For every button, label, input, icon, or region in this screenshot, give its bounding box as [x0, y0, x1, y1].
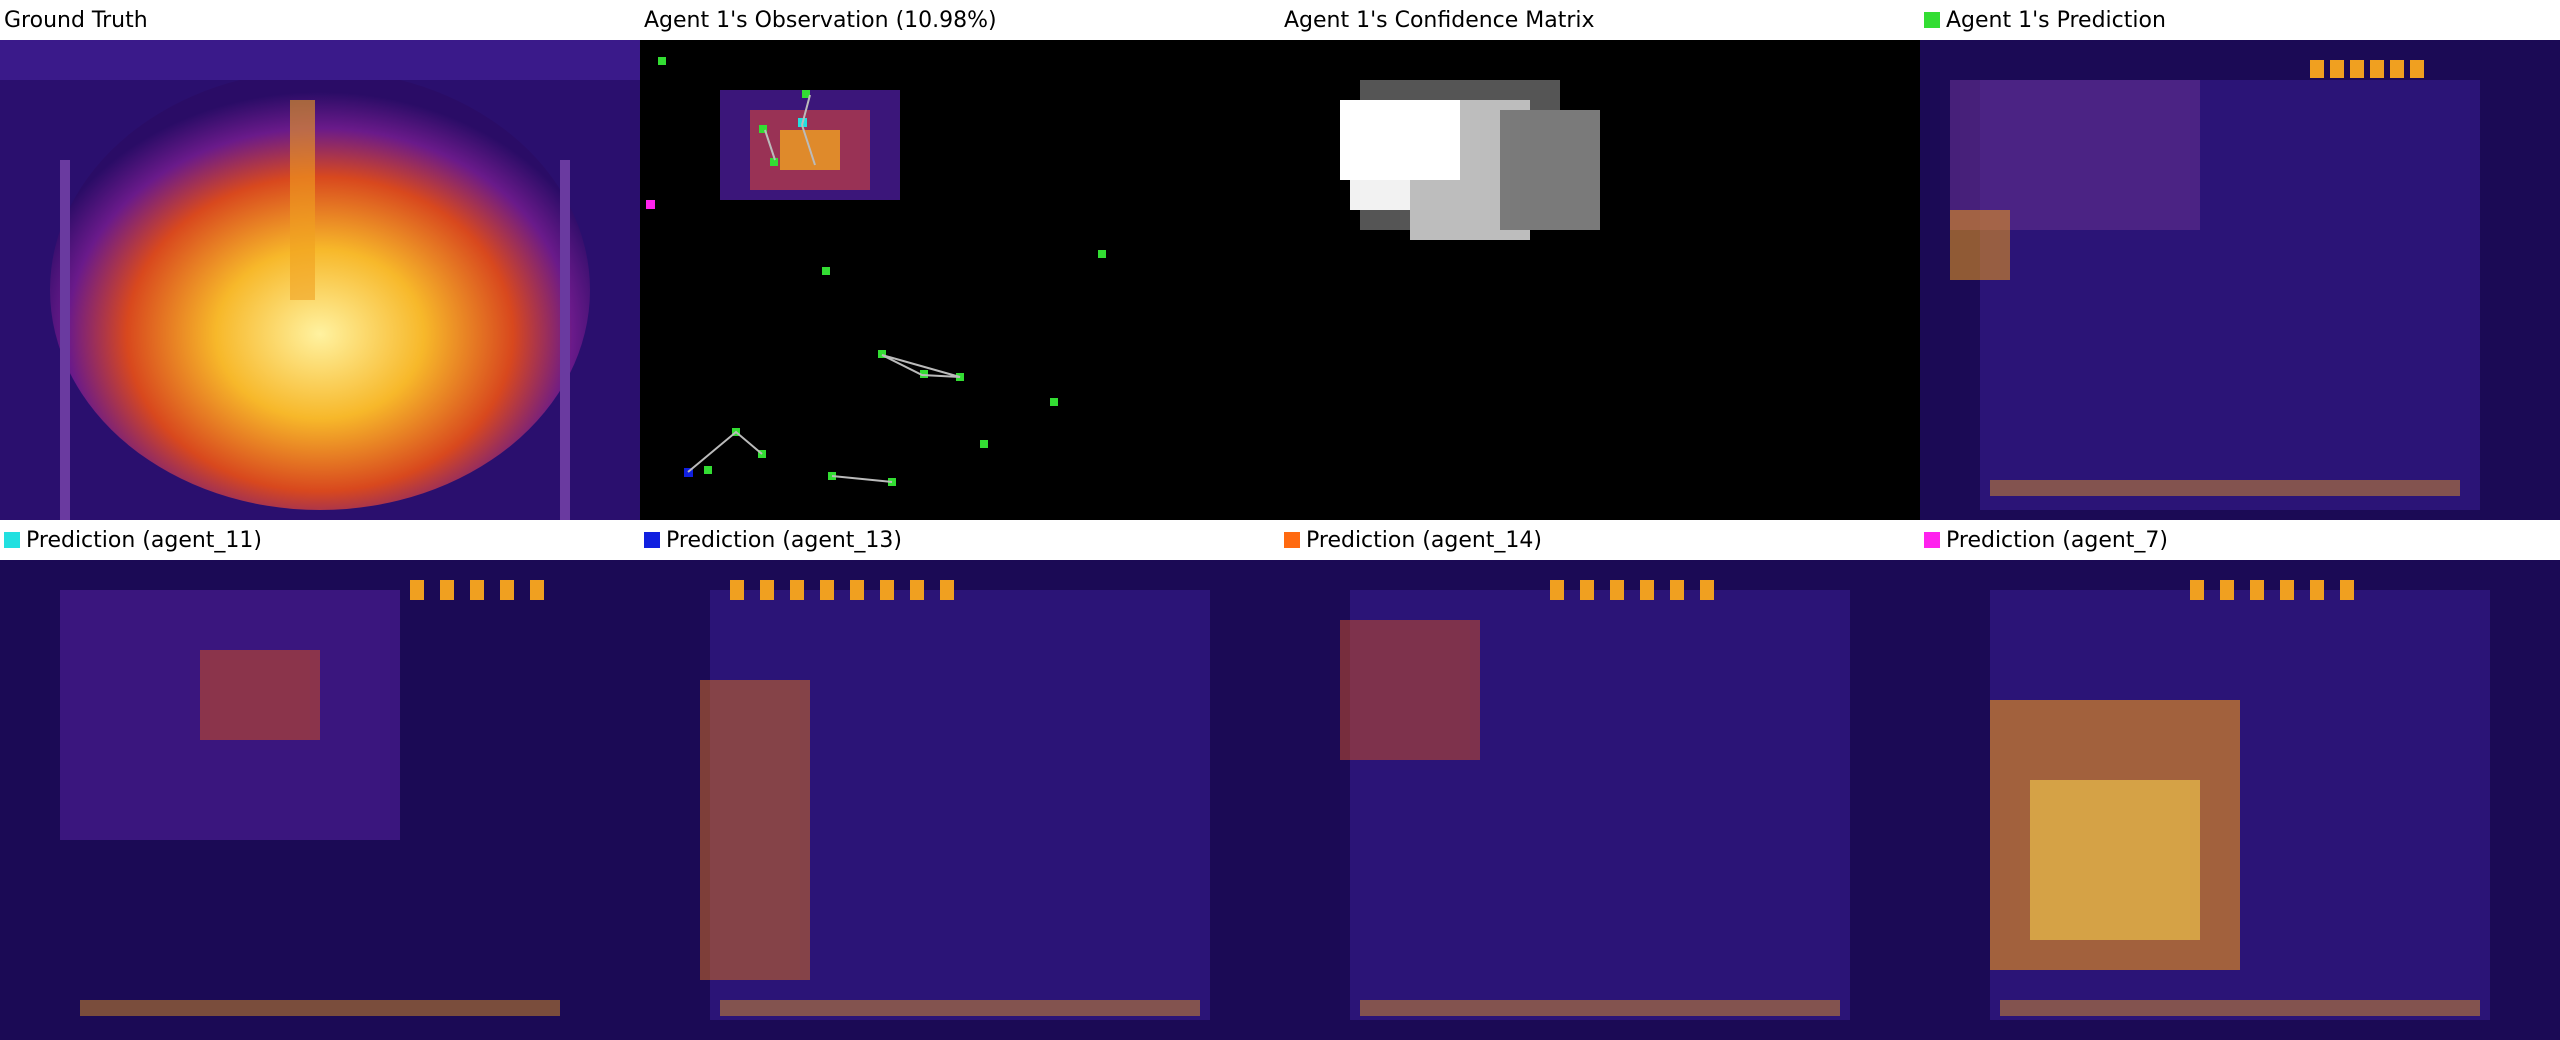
panel-title-text: Agent 1's Prediction	[1946, 7, 2166, 33]
panel-agent1-prediction: Agent 1's Prediction	[1920, 0, 2560, 520]
panel-ground-truth: Ground Truth	[0, 0, 640, 520]
panel-title-text: Ground Truth	[4, 7, 148, 33]
panel-title: Prediction (agent_7)	[1920, 520, 2560, 560]
panel-title-text: Prediction (agent_13)	[666, 527, 902, 553]
legend-swatch	[1284, 532, 1300, 548]
legend-swatch	[1924, 12, 1940, 28]
panel-title: Agent 1's Prediction	[1920, 0, 2560, 40]
panel-title: Agent 1's Confidence Matrix	[1280, 0, 1920, 40]
legend-swatch	[644, 532, 660, 548]
panel-observation: Agent 1's Observation (10.98%)	[640, 0, 1280, 520]
panel-title: Prediction (agent_14)	[1280, 520, 1920, 560]
panel-title: Agent 1's Observation (10.98%)	[640, 0, 1280, 40]
panel-confidence: Agent 1's Confidence Matrix	[1280, 0, 1920, 520]
legend-swatch	[4, 532, 20, 548]
panel-title: Ground Truth	[0, 0, 640, 40]
panel-title-text: Prediction (agent_7)	[1946, 527, 2168, 553]
panel-title: Prediction (agent_13)	[640, 520, 1280, 560]
prediction-image	[1280, 560, 1920, 1040]
legend-swatch	[1924, 532, 1940, 548]
prediction-image	[1920, 560, 2560, 1040]
prediction-image	[1920, 40, 2560, 520]
panel-title-text: Agent 1's Confidence Matrix	[1284, 7, 1595, 33]
panel-title: Prediction (agent_11)	[0, 520, 640, 560]
panel-title-text: Prediction (agent_11)	[26, 527, 262, 553]
panel-agent11-prediction: Prediction (agent_11)	[0, 520, 640, 1040]
panel-agent14-prediction: Prediction (agent_14)	[1280, 520, 1920, 1040]
prediction-image	[640, 560, 1280, 1040]
panel-title-text: Prediction (agent_14)	[1306, 527, 1542, 553]
prediction-image	[0, 560, 640, 1040]
panel-title-text: Agent 1's Observation (10.98%)	[644, 7, 997, 33]
panel-agent13-prediction: Prediction (agent_13)	[640, 520, 1280, 1040]
confidence-image	[1280, 40, 1920, 520]
ground-truth-image	[0, 40, 640, 520]
panel-agent7-prediction: Prediction (agent_7)	[1920, 520, 2560, 1040]
observation-image	[640, 40, 1280, 520]
